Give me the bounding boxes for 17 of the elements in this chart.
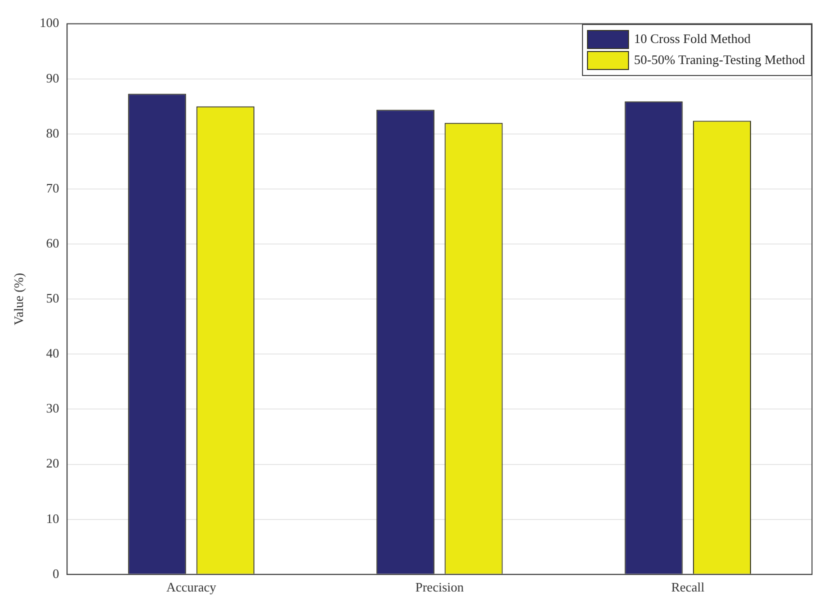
y-tick-label: 50 xyxy=(46,290,60,306)
y-tick-label: 90 xyxy=(46,70,60,86)
x-tick-label: Recall xyxy=(671,580,705,595)
y-tick-label: 30 xyxy=(46,400,60,416)
y-axis-title: Value (%) xyxy=(11,272,26,326)
x-tick-label: Accuracy xyxy=(166,580,217,595)
y-tick-label: 0 xyxy=(52,566,60,581)
y-tick-label: 20 xyxy=(46,456,60,471)
y-tick-label: 100 xyxy=(40,15,60,30)
legend-label: 10 Cross Fold Method xyxy=(634,31,751,48)
y-tick-label: 80 xyxy=(46,125,60,140)
y-tick-label: 60 xyxy=(46,235,60,250)
x-tick-label: Precision xyxy=(415,580,464,595)
legend-label: 50-50% Traning-Testing Method xyxy=(634,52,805,68)
y-tick-label: 40 xyxy=(46,346,60,361)
y-tick-label: 70 xyxy=(46,180,60,196)
y-tick-label: 10 xyxy=(46,510,60,526)
